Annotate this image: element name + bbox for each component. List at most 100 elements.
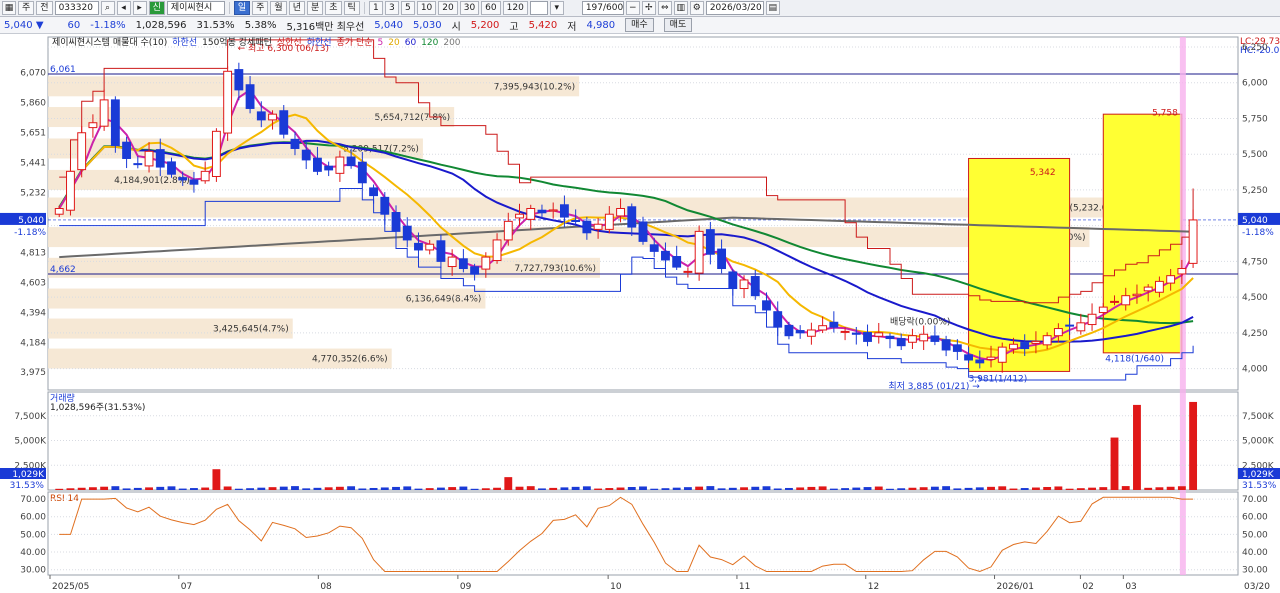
count-input[interactable]: 197/600 <box>581 1 624 15</box>
left-tick-label: 4,394 <box>20 308 46 318</box>
menu-icon[interactable]: ▦ <box>2 1 16 15</box>
period-minute[interactable]: 분 <box>306 1 324 15</box>
volume-bar <box>1020 488 1029 490</box>
search-icon[interactable]: ⌕ <box>100 1 115 15</box>
open-label: 시 <box>451 21 461 33</box>
mode-select[interactable]: 전 <box>36 1 53 15</box>
volume-current-tag <box>1238 468 1280 479</box>
volume-bar <box>167 486 176 490</box>
volume-bar <box>425 488 434 490</box>
volume-bar <box>369 487 378 490</box>
volume-profile-label: 7,727,793(10.6%) <box>515 264 596 274</box>
volume-tick-label: 2,500K <box>1242 461 1275 471</box>
interval-5[interactable]: 5 <box>400 1 415 15</box>
spin-icon[interactable]: ▾ <box>549 1 564 15</box>
volume-bar <box>133 487 142 490</box>
sell-button[interactable]: 매도 <box>663 18 693 32</box>
volume-bar <box>863 487 872 490</box>
candle-body <box>672 256 682 268</box>
stock-name[interactable]: 제이씨현시 <box>166 1 225 15</box>
candle-body <box>728 271 738 290</box>
code-input[interactable]: 033320 <box>54 1 99 15</box>
volume-bar <box>55 488 64 490</box>
candle-body <box>896 338 906 347</box>
period-day[interactable]: 일 <box>233 1 251 15</box>
volume-bar <box>672 487 681 490</box>
calendar-icon[interactable]: ▤ <box>765 1 780 15</box>
interval-3[interactable]: 3 <box>384 1 399 15</box>
bars-icon[interactable]: ▥ <box>673 1 688 15</box>
rsi-tick-label: 70.00 <box>20 495 46 505</box>
interval-30[interactable]: 30 <box>459 1 480 15</box>
turnover-value: 31.53% <box>196 19 235 31</box>
crosshair-icon[interactable]: ✢ <box>641 1 656 15</box>
volume-profile-label: 5,654,712(7.8%) <box>374 113 450 123</box>
rsi-tick-label: 30.00 <box>1242 566 1268 576</box>
legend-title: 제이씨현시스템 매물대 수(10) <box>52 38 168 48</box>
candle-body <box>481 256 491 270</box>
market-select[interactable]: 주 <box>18 1 35 15</box>
candle-body <box>234 69 244 91</box>
box-bottom-label: 4,118(1/640) <box>1105 355 1164 365</box>
volume-bar <box>639 486 647 490</box>
candle-body <box>997 346 1007 363</box>
interval-10[interactable]: 10 <box>416 1 437 15</box>
price-chart[interactable]: 7,395,943(10.2%) 5,654,712(7.8%) 5,209,517… <box>0 35 1280 593</box>
upper-band-line <box>59 39 1194 304</box>
prev-icon[interactable]: ◂ <box>116 1 131 15</box>
volume-bar <box>111 486 120 490</box>
left-tick-label: 3,975 <box>20 368 46 378</box>
candle-body <box>492 239 502 262</box>
interval-60[interactable]: 60 <box>481 1 501 15</box>
candle-body <box>110 99 120 147</box>
right-tick-label: 5,500 <box>1242 150 1268 160</box>
next-icon[interactable]: ▸ <box>132 1 147 15</box>
right-tick-label: 4,500 <box>1242 293 1268 303</box>
candle-body <box>638 221 648 242</box>
interval-120[interactable]: 120 <box>502 1 528 15</box>
volume-tick-label: 2,500K <box>14 461 47 471</box>
right-tick-label: 5,750 <box>1242 114 1268 124</box>
period-year[interactable]: 년 <box>288 1 305 15</box>
date-highlight <box>1179 37 1186 575</box>
interval-20[interactable]: 20 <box>438 1 458 15</box>
chart-area[interactable]: 7,395,943(10.2%) 5,654,712(7.8%) 5,209,517… <box>0 35 1280 593</box>
volume-tick-label: 5,000K <box>1242 437 1275 447</box>
volume-bar <box>717 488 726 490</box>
candle-body <box>930 335 940 342</box>
legend-item: 200 <box>443 38 461 48</box>
candle-body <box>1087 313 1097 326</box>
candle-body <box>1110 300 1119 303</box>
candle-body <box>1188 219 1198 264</box>
volume-bar <box>1043 486 1052 490</box>
left-tick-label: 5,232 <box>20 188 46 198</box>
volume-bar <box>234 488 243 490</box>
legend-item: 하한선 <box>172 38 198 48</box>
volume-bar <box>1155 487 1164 490</box>
volume-bar <box>975 487 984 490</box>
fit-icon[interactable]: ⇔ <box>657 1 672 15</box>
candle-body <box>762 300 771 311</box>
period-second[interactable]: 초 <box>325 1 342 15</box>
date-input[interactable]: 2026/03/20 <box>705 1 764 15</box>
volume-bar <box>987 486 995 490</box>
x-axis-label: 07 <box>181 582 192 592</box>
volume-bar <box>1009 488 1018 490</box>
custom-interval-input[interactable] <box>529 1 548 15</box>
volume-bar <box>515 486 524 490</box>
candle-body <box>279 110 289 135</box>
buy-button[interactable]: 매수 <box>625 18 654 32</box>
resistance-label: 6,061 <box>50 65 76 75</box>
legend-item: 60 <box>404 38 417 48</box>
interval-1[interactable]: 1 <box>368 1 383 15</box>
settings-icon[interactable]: ⚙ <box>689 1 704 15</box>
zoom-out-icon[interactable]: − <box>625 1 640 15</box>
volume-bar <box>594 488 603 490</box>
volume-profile-bar <box>48 288 486 309</box>
period-tick[interactable]: 틱 <box>343 1 360 15</box>
volume-bar <box>571 486 580 490</box>
period-month[interactable]: 월 <box>270 1 287 15</box>
period-week[interactable]: 주 <box>252 1 269 15</box>
volume-bar <box>223 486 232 490</box>
candle-body <box>863 332 872 342</box>
